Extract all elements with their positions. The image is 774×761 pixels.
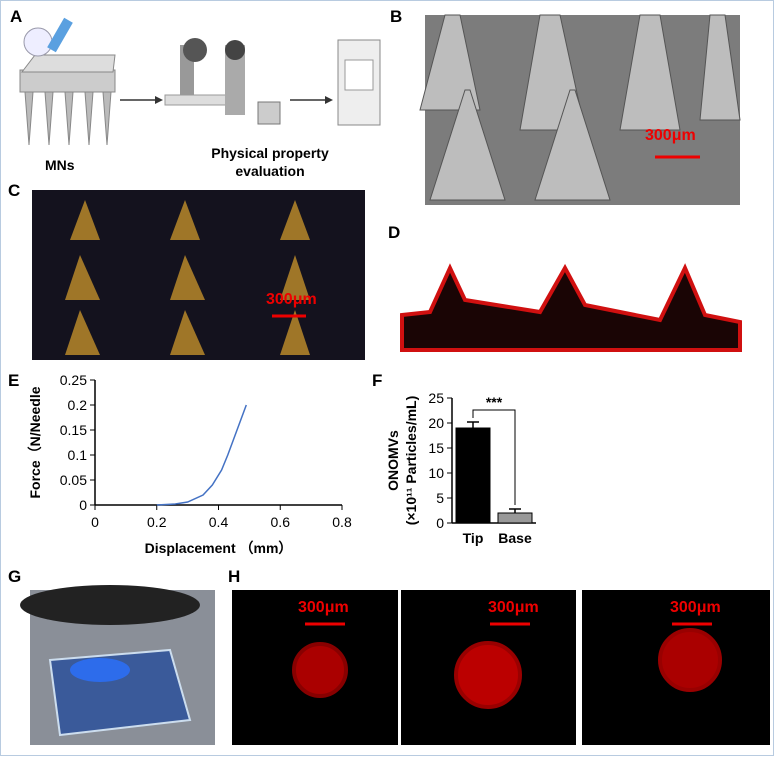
x-tick-label: Base <box>498 530 532 546</box>
y-tick-label: 0.1 <box>68 447 88 463</box>
scale-bars <box>272 155 712 626</box>
x-tick-label: 0 <box>91 514 99 530</box>
x-tick-label: 0.6 <box>271 514 291 530</box>
bar <box>455 427 491 524</box>
a-label: MNs <box>45 157 75 173</box>
y-tick-label: 20 <box>428 415 444 431</box>
panel-g-image <box>20 585 215 745</box>
panel-b-image <box>419 14 741 205</box>
panel-label: G <box>8 567 21 586</box>
y-tick-label: 0.15 <box>60 422 87 438</box>
y-tick-label: 0 <box>79 497 87 513</box>
error-bar <box>467 421 479 428</box>
a-label: Physical property <box>211 145 329 161</box>
scale-label: 300μm <box>645 127 696 144</box>
panel-c-image <box>32 190 365 360</box>
panel-label: B <box>390 7 402 26</box>
scale-label: 300μm <box>298 599 349 616</box>
y-axis-label: (×10¹¹ Particles/mL) <box>403 396 419 526</box>
x-tick-label: 0.2 <box>147 514 167 530</box>
bar <box>497 512 533 524</box>
y-tick-label: 0.2 <box>68 397 88 413</box>
x-tick-label: 0.8 <box>332 514 352 530</box>
error-bar <box>509 508 521 513</box>
y-tick-label: 0.05 <box>60 472 87 488</box>
panel-h-images <box>232 590 770 745</box>
panel-label: E <box>8 371 19 390</box>
y-axis-label: Force（N/Needle <box>27 386 43 498</box>
panel-label: A <box>10 7 22 26</box>
scale-label: 300μm <box>266 291 317 308</box>
scale-label: 300μm <box>670 599 721 616</box>
x-tick-label: 0.4 <box>209 514 229 530</box>
panel-a-illustration <box>19 17 381 146</box>
y-tick-label: 25 <box>428 390 444 406</box>
y-tick-label: 10 <box>428 465 444 481</box>
panel-label: C <box>8 181 20 200</box>
panel-label: H <box>228 567 240 586</box>
panel-d-image <box>400 263 742 352</box>
line-series <box>156 404 247 506</box>
x-axis-label: Displacement （mm） <box>145 540 293 556</box>
panel-label: F <box>372 371 382 390</box>
panel-label: D <box>388 223 400 242</box>
y-tick-label: 0.25 <box>60 372 87 388</box>
significance: *** <box>486 394 503 410</box>
x-tick-label: Tip <box>463 530 484 546</box>
y-tick-label: 0 <box>436 515 444 531</box>
y-axis-label: ONOMVs <box>385 430 401 491</box>
a-label: evaluation <box>235 163 304 179</box>
y-tick-label: 5 <box>436 490 444 506</box>
significance-bracket <box>472 409 516 505</box>
y-tick-label: 15 <box>428 440 444 456</box>
scale-label: 300μm <box>488 599 539 616</box>
